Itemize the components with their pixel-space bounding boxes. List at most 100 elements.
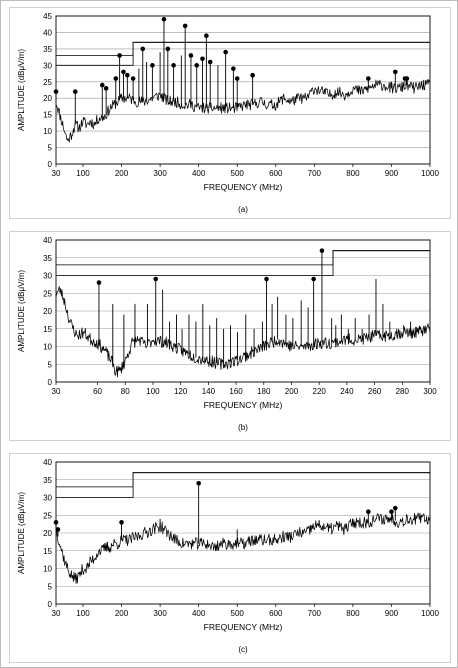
x-tick-label: 120 bbox=[174, 387, 188, 396]
peak-marker bbox=[200, 56, 205, 62]
peak-marker bbox=[121, 69, 126, 75]
x-tick-label: 700 bbox=[308, 609, 322, 618]
peak-marker bbox=[53, 89, 59, 94]
peak-marker bbox=[366, 509, 371, 514]
panel-c-frame: 0 5 10 15 20 25 30 35 40 30 100 200 300 400 500 600 700 8… bbox=[9, 453, 451, 663]
peak-marker bbox=[171, 63, 176, 68]
x-axis-label: FREQUENCY (MHz) bbox=[204, 622, 283, 632]
y-axis-label: AMPLITUDE (dBμV/m) bbox=[17, 492, 26, 574]
x-axis-label: FREQUENCY (MHz) bbox=[204, 182, 283, 192]
peak-marker bbox=[153, 276, 159, 282]
limit-line-1 bbox=[56, 41, 430, 66]
chart-a: 0 5 10 15 20 25 30 35 40 45 30 100 200 300 400 500 600 70… bbox=[17, 12, 439, 214]
x-tick-label: 180 bbox=[257, 387, 271, 396]
x-tick-label: 800 bbox=[346, 609, 360, 618]
x-tick-label: 280 bbox=[396, 387, 410, 396]
x-tick-label: 200 bbox=[285, 387, 299, 396]
peak-marker bbox=[194, 63, 200, 68]
x-tick-label: 1000 bbox=[421, 169, 439, 178]
peak-marker bbox=[119, 520, 124, 525]
panel-b-frame: 0 5 10 15 20 25 30 35 40 30 60 80 100 120 140 160 180 200… bbox=[9, 231, 451, 441]
peak-marker bbox=[319, 248, 325, 253]
peak-marker bbox=[392, 69, 398, 75]
peak-marker bbox=[161, 16, 167, 22]
y-tick-label: 40 bbox=[43, 458, 52, 467]
x-tick-label: 80 bbox=[121, 387, 130, 396]
emission-trace bbox=[55, 79, 431, 143]
x-tick-label: 300 bbox=[153, 609, 167, 618]
x-tick-label: 400 bbox=[192, 609, 206, 618]
peak-marker bbox=[207, 59, 213, 65]
peak-marker bbox=[140, 46, 146, 52]
peak-marker bbox=[55, 527, 61, 532]
limit-line-1 bbox=[56, 250, 430, 276]
y-tick-label: 15 bbox=[43, 547, 52, 556]
peak-marker bbox=[130, 76, 136, 81]
x-tick-label: 200 bbox=[115, 169, 129, 178]
panel-caption: (a) bbox=[238, 205, 248, 214]
peak-marker bbox=[103, 86, 109, 91]
y-tick-label: 25 bbox=[43, 289, 52, 298]
peak-marker bbox=[196, 481, 201, 486]
x-tick-label: 100 bbox=[76, 169, 90, 178]
limit-line-2 bbox=[56, 250, 430, 266]
plot-area-border bbox=[55, 15, 431, 165]
x-tick-label: 900 bbox=[385, 169, 399, 178]
y-tick-label: 15 bbox=[43, 111, 52, 120]
x-tick-label: 30 bbox=[52, 387, 61, 396]
y-tick-label: 30 bbox=[43, 272, 52, 281]
x-tick-label: 30 bbox=[52, 609, 61, 618]
peak-marker bbox=[125, 72, 130, 78]
y-tick-label: 0 bbox=[48, 160, 53, 169]
y-tick-label: 5 bbox=[48, 582, 53, 591]
peak-marker bbox=[234, 76, 240, 81]
peak-marker bbox=[231, 66, 236, 71]
peak-marker bbox=[366, 76, 371, 81]
y-tick-label: 10 bbox=[43, 343, 52, 352]
x-tick-label: 200 bbox=[115, 609, 129, 618]
peak-marker bbox=[188, 53, 194, 58]
y-tick-label: 35 bbox=[43, 45, 52, 54]
peak-marker bbox=[250, 72, 255, 78]
x-tick-label: 30 bbox=[52, 169, 61, 178]
x-tick-label: 800 bbox=[346, 169, 360, 178]
x-tick-label: 100 bbox=[76, 609, 90, 618]
limit-line-2 bbox=[56, 472, 430, 488]
y-tick-label: 40 bbox=[43, 236, 52, 245]
x-axis-label: FREQUENCY (MHz) bbox=[204, 400, 283, 410]
peak-marker bbox=[53, 520, 59, 525]
y-tick-label: 5 bbox=[48, 360, 53, 369]
x-tick-label: 300 bbox=[423, 387, 437, 396]
y-tick-label: 15 bbox=[43, 325, 52, 334]
y-tick-label: 35 bbox=[43, 476, 52, 485]
plot-area-border bbox=[55, 239, 431, 383]
x-tick-label: 260 bbox=[368, 387, 382, 396]
y-tick-label: 0 bbox=[48, 378, 53, 387]
y-tick-label: 10 bbox=[43, 565, 52, 574]
y-tick-label: 30 bbox=[43, 494, 52, 503]
x-tick-label: 600 bbox=[269, 609, 283, 618]
y-tick-label: 35 bbox=[43, 254, 52, 263]
chart-b: 0 5 10 15 20 25 30 35 40 30 60 80 100 120 140 160 180 200… bbox=[17, 236, 437, 432]
plot-area-border bbox=[55, 461, 431, 605]
peak-marker bbox=[182, 23, 188, 29]
y-tick-label: 20 bbox=[43, 94, 52, 103]
x-tick-label: 600 bbox=[269, 169, 283, 178]
x-tick-label: 100 bbox=[146, 387, 160, 396]
y-tick-label: 20 bbox=[43, 307, 52, 316]
y-tick-label: 25 bbox=[43, 511, 52, 520]
x-tick-label: 500 bbox=[231, 169, 245, 178]
emission-trace bbox=[55, 512, 431, 584]
peak-marker bbox=[223, 49, 228, 55]
chart-c: 0 5 10 15 20 25 30 35 40 30 100 200 300 400 500 600 700 8… bbox=[17, 458, 439, 654]
panel-caption: (c) bbox=[238, 645, 248, 654]
peak-marker bbox=[99, 82, 105, 88]
x-tick-label: 300 bbox=[153, 169, 167, 178]
y-axis-label: AMPLITUDE (dBμV/m) bbox=[17, 270, 26, 352]
x-tick-label: 500 bbox=[231, 609, 245, 618]
y-axis-label: AMPLITUDE (dBμV/m) bbox=[17, 49, 26, 131]
peak-marker bbox=[117, 53, 122, 58]
limit-line-2 bbox=[56, 41, 430, 56]
y-tick-label: 45 bbox=[43, 12, 52, 21]
peak-marker bbox=[72, 89, 78, 94]
